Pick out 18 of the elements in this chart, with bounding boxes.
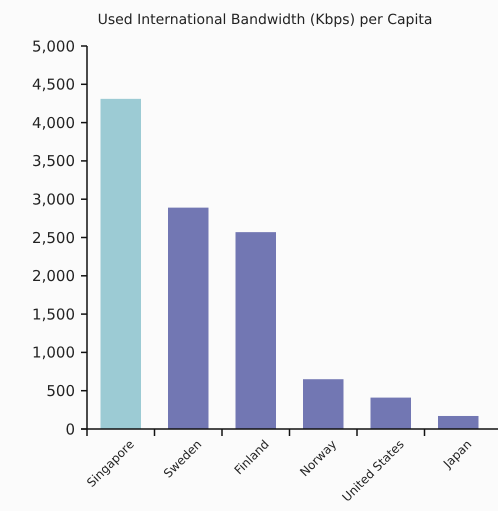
y-tick-label: 4,000 bbox=[32, 114, 75, 132]
bar bbox=[100, 98, 141, 429]
y-tick-label: 5,000 bbox=[32, 37, 75, 56]
y-tick-label: 4,500 bbox=[32, 76, 75, 94]
y-tick-label: 1,000 bbox=[32, 344, 75, 362]
y-tick-label: 2,500 bbox=[32, 228, 75, 247]
y-tick-label: 3,000 bbox=[32, 190, 75, 208]
chart-title: Used International Bandwidth (Kbps) per Capita bbox=[98, 12, 432, 28]
bar bbox=[168, 208, 208, 429]
bar bbox=[370, 398, 411, 429]
bar bbox=[438, 416, 478, 429]
y-tick-label: 0 bbox=[65, 420, 75, 438]
y-tick-label: 1,500 bbox=[32, 305, 75, 324]
bar bbox=[236, 232, 276, 429]
y-tick-label: 3,500 bbox=[32, 152, 75, 170]
bar bbox=[303, 379, 344, 429]
y-tick-label: 2,000 bbox=[32, 267, 75, 286]
y-tick-label: 500 bbox=[46, 382, 75, 400]
